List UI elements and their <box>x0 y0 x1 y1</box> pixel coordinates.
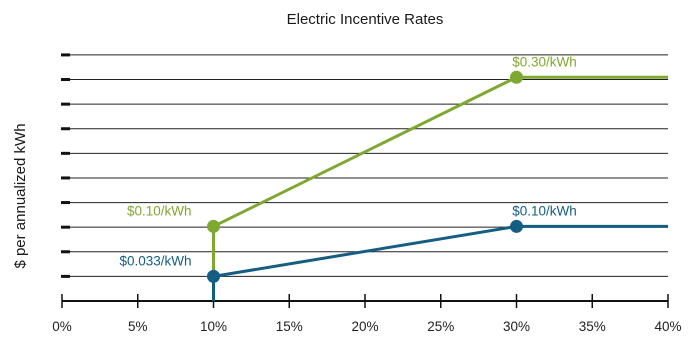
axes <box>61 294 669 308</box>
x-tick-label-0: 0% <box>52 319 72 334</box>
grid-lines <box>61 53 668 278</box>
series-0-data-label-0: $0.10/kWh <box>127 203 192 218</box>
series-0-data-label-1: $0.30/kWh <box>512 54 577 69</box>
y-axis-label: $ per annualized kWh <box>12 123 29 268</box>
chart-title: Electric Incentive Rates <box>287 11 444 28</box>
x-tick-label-1: 5% <box>128 319 148 334</box>
x-tick-label-3: 15% <box>276 319 303 334</box>
x-tick-label-4: 20% <box>351 319 378 334</box>
series-1-line <box>212 224 668 301</box>
series-1-point-0 <box>207 269 220 283</box>
series-1-data-label-1: $0.10/kWh <box>512 203 577 218</box>
x-tick-label-5: 25% <box>427 319 454 334</box>
x-tick-label-8: 40% <box>654 319 681 334</box>
series-0-line <box>212 75 668 301</box>
series-1-data-label-0: $0.033/kWh <box>119 253 191 268</box>
series-1-point-1 <box>510 219 523 233</box>
series-0-point-0 <box>207 219 220 233</box>
x-tick-labels: 0% 5% 10% 15% 20% 25% 30% 35% 40% <box>52 319 681 334</box>
series-0-point-1 <box>510 70 523 84</box>
x-tick-label-7: 35% <box>579 319 606 334</box>
series-group: $0.10/kWh $0.30/kWh $0.033/kWh $0.10/kWh <box>119 54 668 301</box>
x-tick-label-6: 30% <box>503 319 530 334</box>
x-tick-label-2: 10% <box>200 319 227 334</box>
